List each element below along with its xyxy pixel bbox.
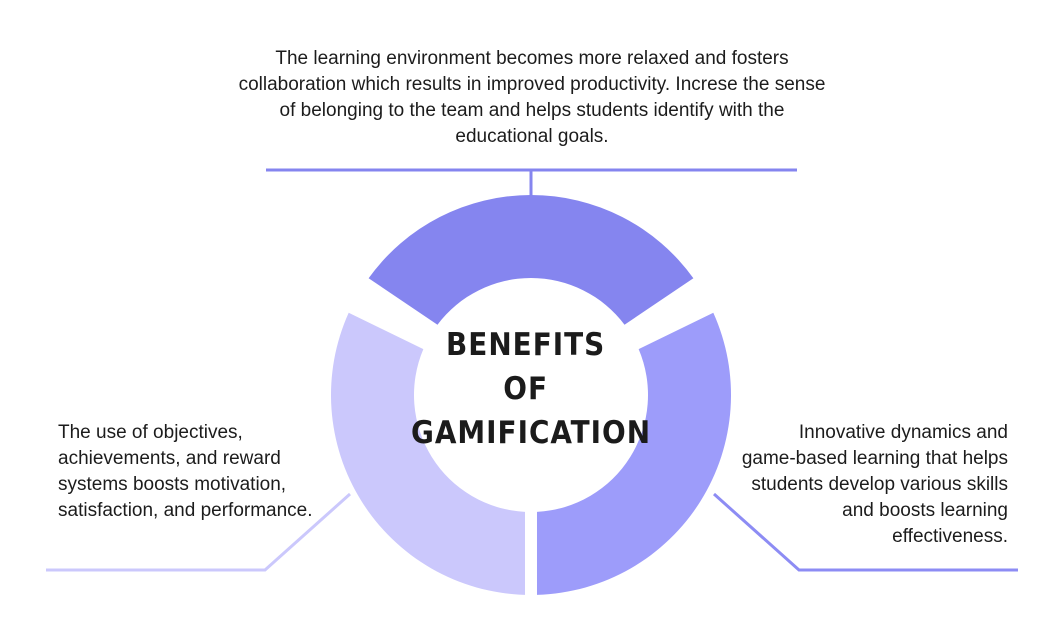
right-segment <box>536 312 732 595</box>
center-title-line-3: GAMIFICATION <box>411 415 651 451</box>
left-benefit-text: The use of objectives, achievements, and… <box>58 422 313 521</box>
top-benefit-text: The learning environment becomes more re… <box>238 48 826 147</box>
left-segment <box>330 312 526 595</box>
right-connector-line <box>713 492 1018 572</box>
left-connector-line <box>46 492 351 572</box>
top-segment <box>368 195 694 325</box>
right-benefit-text: Innovative dynamics and game-based learn… <box>741 422 1008 547</box>
center-title-line-1: BENEFITS <box>446 327 605 363</box>
center-title: BENEFITS OF GAMIFICATION <box>411 327 651 451</box>
center-title-line-2: OF <box>503 371 548 407</box>
